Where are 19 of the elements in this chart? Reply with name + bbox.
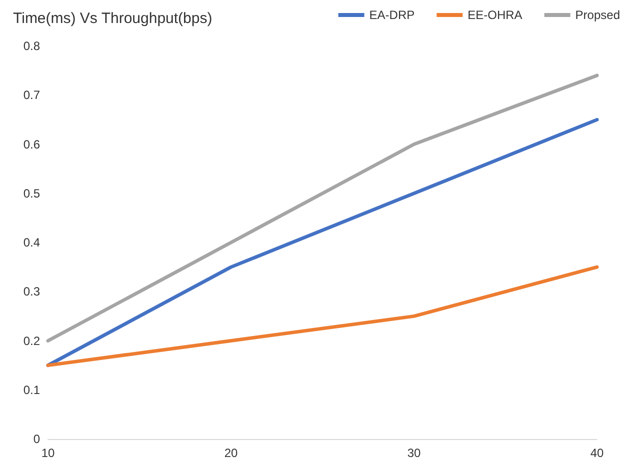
y-tick-label: 0.8	[23, 39, 40, 53]
legend-label: EA-DRP	[369, 8, 415, 22]
y-tick-label: 0.5	[23, 186, 40, 200]
y-tick-label: 0.4	[23, 236, 40, 250]
y-tick-label: 0.3	[23, 284, 40, 299]
x-tick-label: 40	[590, 446, 604, 460]
line-series	[46, 74, 599, 342]
y-tick-label: 0.7	[23, 88, 40, 102]
x-tick-label: 30	[407, 446, 421, 460]
x-tick-label: 20	[224, 446, 238, 460]
y-tick-label: 0.6	[23, 137, 40, 152]
legend-label: Propsed	[575, 8, 620, 22]
x-tick-label: 10	[41, 446, 55, 460]
y-tick-label: 0.1	[23, 382, 40, 397]
y-tick-label: 0.2	[23, 334, 40, 348]
y-tick-label: 0	[33, 432, 40, 446]
chart-title: Time(ms) Vs Throughput(bps)	[13, 10, 212, 27]
legend-label: EE-OHRA	[468, 8, 522, 22]
line-series	[46, 265, 599, 368]
